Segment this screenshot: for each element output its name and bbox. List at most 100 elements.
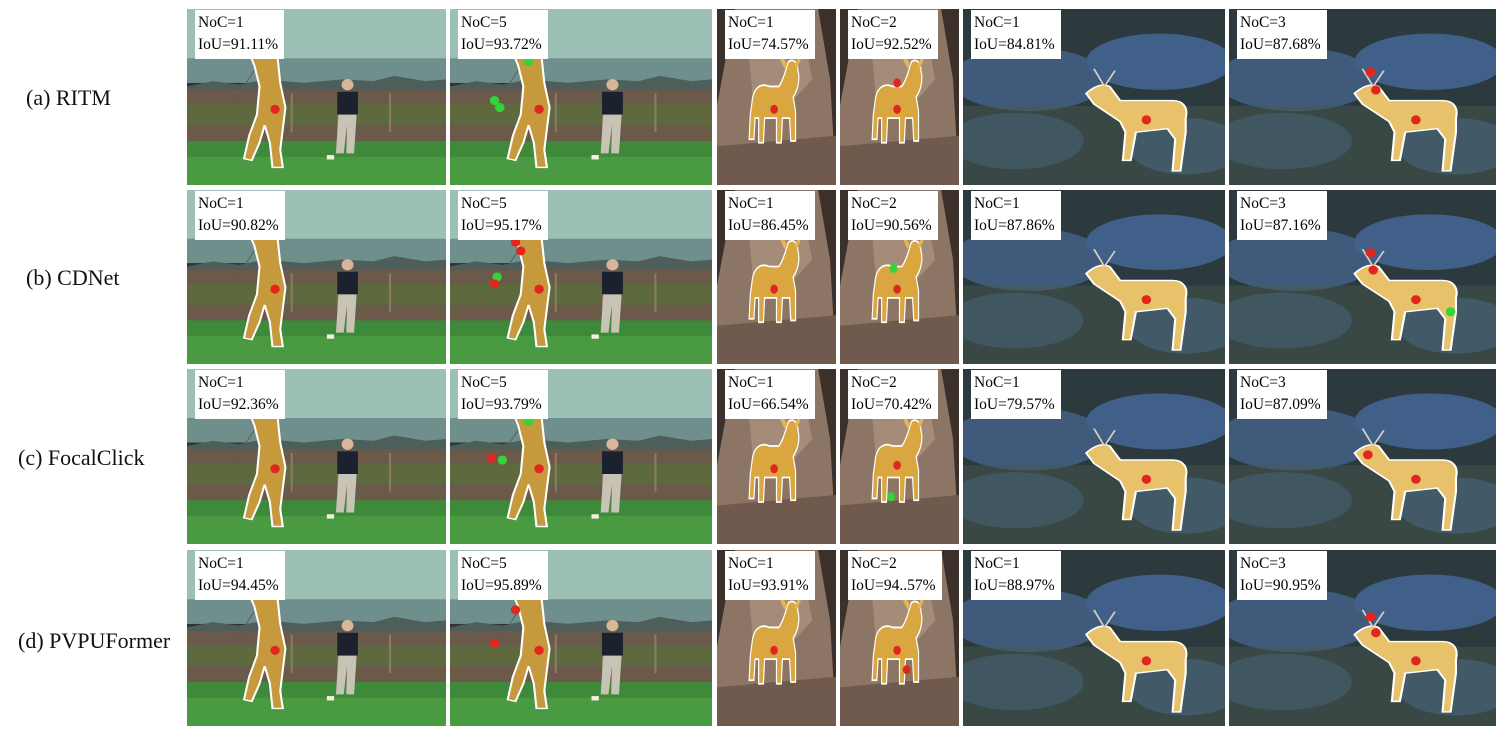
tee-box: [591, 334, 599, 339]
fence-post: [654, 93, 657, 133]
noc-value: NoC=1: [198, 14, 244, 31]
fence-post: [290, 453, 293, 492]
fence-post: [389, 453, 392, 492]
coastline: [450, 256, 712, 274]
bush: [1229, 588, 1376, 653]
metric-label: NoC=3 IoU=90.95%: [1237, 551, 1327, 600]
result-cell: NoC=3 IoU=87.09%: [1229, 369, 1496, 544]
result-cell: NoC=1 IoU=93.91%: [717, 550, 836, 726]
bush: [1354, 393, 1496, 450]
positive-click-marker: [1365, 248, 1376, 258]
deer-mask: [1084, 443, 1188, 531]
rock-ledge: [717, 495, 836, 544]
grass-front: [450, 516, 712, 544]
deer-mask: [1353, 443, 1458, 531]
bush: [1229, 228, 1376, 291]
tee-box: [591, 696, 599, 701]
iou-value: IoU=92.52%: [851, 36, 932, 53]
spectator-legs: [335, 474, 357, 513]
positive-click-marker: [893, 460, 901, 470]
metric-label: NoC=2 IoU=90.56%: [848, 191, 938, 240]
tee-box: [591, 514, 599, 519]
positive-click-marker: [1411, 474, 1421, 484]
goat-mask: [871, 600, 923, 685]
spectator-legs: [600, 655, 622, 695]
positive-click-marker: [1411, 656, 1421, 666]
tee-box: [326, 514, 335, 519]
iou-value: IoU=93.72%: [461, 36, 542, 53]
negative-click-marker: [887, 492, 895, 502]
iou-value: IoU=87.16%: [1240, 217, 1321, 234]
noc-value: NoC=2: [851, 374, 897, 391]
deer-antler: [1361, 68, 1385, 87]
spectator-head: [341, 438, 354, 450]
result-cell: NoC=1 IoU=87.86%: [963, 190, 1225, 364]
shrubs-green: [450, 104, 712, 126]
spectator-torso: [337, 451, 358, 474]
positive-click-marker: [534, 104, 544, 114]
coastline: [187, 435, 446, 453]
noc-value: NoC=2: [851, 555, 897, 572]
coastline: [450, 435, 712, 453]
positive-click-marker: [1371, 628, 1381, 638]
noc-value: NoC=5: [461, 195, 507, 212]
positive-click-marker: [1371, 85, 1381, 95]
positive-click-marker: [902, 665, 911, 675]
bush: [1354, 33, 1496, 90]
positive-click-marker: [534, 464, 544, 474]
noc-value: NoC=2: [851, 195, 897, 212]
goat-mask: [871, 59, 923, 144]
fence-post: [654, 453, 657, 492]
goat-mask: [748, 59, 800, 144]
noc-value: NoC=1: [974, 195, 1020, 212]
iou-value: IoU=79.57%: [974, 396, 1055, 413]
grass-front: [450, 697, 712, 726]
fence-post: [290, 634, 293, 674]
result-cell: NoC=2 IoU=90.56%: [840, 190, 959, 364]
bush: [1229, 472, 1352, 529]
fence-post: [554, 453, 557, 492]
tee-box: [326, 696, 335, 701]
positive-click-marker: [770, 464, 778, 474]
row-label-text: (b) CDNet: [26, 265, 120, 290]
bush: [1229, 47, 1376, 112]
tee-box: [591, 155, 599, 160]
result-cell: NoC=5 IoU=95.89%: [450, 550, 712, 726]
goat-mask: [748, 419, 800, 503]
deer-antler: [1361, 428, 1385, 447]
noc-value: NoC=3: [1240, 374, 1286, 391]
result-cell: NoC=1 IoU=79.57%: [963, 369, 1225, 544]
spectator-legs: [600, 474, 622, 513]
iou-value: IoU=86.45%: [728, 217, 809, 234]
positive-click-marker: [893, 645, 901, 655]
iou-value: IoU=90.82%: [198, 217, 279, 234]
fence-post: [389, 273, 392, 312]
spectator-legs: [600, 294, 622, 333]
spectator-head: [341, 620, 354, 632]
grass-front: [450, 156, 712, 185]
positive-click-marker: [270, 284, 280, 294]
spectator-head: [606, 259, 619, 271]
bush: [963, 407, 1108, 471]
iou-value: IoU=87.09%: [1240, 396, 1321, 413]
shrubs-green: [187, 463, 446, 485]
fence-post: [389, 93, 392, 133]
spectator-torso: [601, 451, 623, 474]
shrubs-green: [450, 645, 712, 667]
metric-label: NoC=1 IoU=90.82%: [195, 191, 285, 240]
iou-value: IoU=92.36%: [198, 396, 279, 413]
iou-value: IoU=94.45%: [198, 577, 279, 594]
fence-post: [554, 93, 557, 133]
noc-value: NoC=1: [198, 374, 244, 391]
deer-mask: [1353, 84, 1458, 172]
segmentation-image: [187, 9, 446, 185]
fence-post: [654, 273, 657, 312]
deer-antler: [1361, 248, 1385, 267]
tee-box: [326, 334, 335, 339]
noc-value: NoC=3: [1240, 555, 1286, 572]
positive-click-marker: [893, 78, 901, 88]
positive-click-marker: [516, 246, 526, 256]
metric-label: NoC=1 IoU=88.97%: [971, 551, 1061, 600]
bush: [1086, 214, 1225, 271]
deer-mask: [1084, 84, 1188, 172]
